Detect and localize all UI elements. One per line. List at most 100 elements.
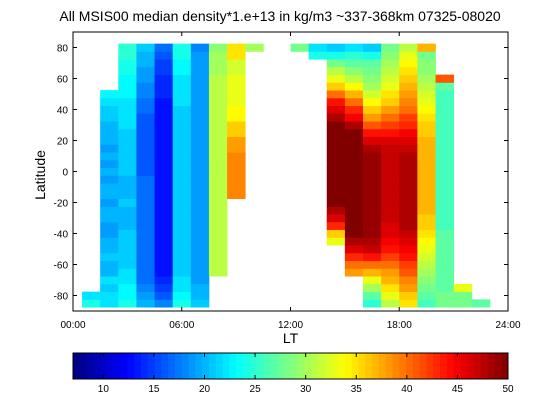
heatmap-cell [154,128,174,138]
heatmap-cell [172,90,192,99]
heatmap-cell [344,128,364,138]
heatmap-cell [363,97,382,107]
heatmap-cell [326,97,346,107]
heatmap-cell [435,97,455,107]
colorbar-segment [79,353,88,379]
heatmap-cell [227,175,246,184]
heatmap-cell [417,283,436,293]
heatmap-cell [417,82,436,91]
heatmap-cell [399,90,418,99]
heatmap-cell [344,245,364,254]
heatmap-cell [399,252,418,262]
heatmap-cell [326,175,346,184]
heatmap-cell [435,260,455,269]
heatmap-cell [190,74,210,83]
heatmap-cell [154,167,174,176]
heatmap-cell [399,159,418,169]
colorbar-segment [419,353,427,379]
heatmap-cell [344,229,364,238]
colorbar-segment [392,353,400,379]
heatmap-cell [399,237,418,246]
heatmap-cell [172,82,192,91]
heatmap-cell [227,90,246,99]
heatmap-cell [118,260,137,269]
colorbar-segment [304,353,312,379]
x-tick-label: 12:00 [278,320,303,331]
heatmap-cell [344,214,364,223]
heatmap-cell [100,299,119,308]
colorbar-segment [501,353,509,379]
heatmap-cell [118,97,137,107]
heatmap-cell [363,229,382,238]
heatmap-cell [208,82,228,91]
heatmap-cell [417,136,436,145]
heatmap-cell [381,74,400,83]
heatmap-cell [136,183,155,192]
heatmap-cell [381,299,400,308]
heatmap-cell [100,105,119,114]
heatmap-cell [381,136,400,145]
heatmap-cell [118,128,137,138]
heatmap-cell [381,198,400,207]
heatmap-cell [417,214,436,223]
colorbar-segment [263,353,271,379]
heatmap-cell [118,221,137,231]
heatmap-cell [136,97,155,107]
heatmap-cell [363,144,382,153]
colorbar-tick-label: 40 [401,384,413,395]
heatmap-cell [227,51,246,60]
heatmap-cell [208,66,228,76]
heatmap-cell [82,299,101,308]
colorbar-segment [290,353,298,379]
heatmap-cell [363,128,382,138]
heatmap-cell [417,144,436,153]
x-tick-label: 18:00 [387,320,412,331]
colorbar-segment [208,353,217,379]
heatmap-cell [381,190,400,200]
colorbar-segment [120,353,128,379]
heatmap-cell [326,66,346,76]
heatmap-cell [136,190,155,200]
heatmap-cell [118,159,137,169]
heatmap-cell [381,113,400,122]
heatmap-cell [136,167,155,176]
heatmap-cell [172,144,192,153]
x-axis-ticks: 00:00 06:00 12:00 18:00 24:00 [60,32,521,331]
heatmap-cell [381,159,400,169]
heatmap-cell [100,245,119,254]
heatmap-cell [118,252,137,262]
heatmap-cell [344,252,364,262]
heatmap-cell [344,144,364,153]
heatmap-cell [208,221,228,231]
heatmap-cell [363,59,382,68]
colorbar-segment [93,353,101,379]
heatmap-cell [399,43,418,52]
heatmap-cell [190,159,210,169]
heatmap-cell [381,260,400,269]
colorbar-segment [310,353,319,379]
heatmap-cell [208,144,228,153]
heatmap-cell [399,74,418,83]
heatmap-cell [381,59,400,68]
heatmap-cell [172,268,192,277]
heatmap-cell [417,97,436,107]
heatmap-cell [363,74,382,83]
heatmap-cell [417,268,436,277]
heatmap-cell [381,167,400,176]
heatmap-cell [399,214,418,223]
heatmap-cell [399,97,418,107]
heatmap-cell [326,43,346,52]
heatmap-cell [363,113,382,122]
heatmap-cell [118,82,137,91]
heatmap-cell [399,128,418,138]
heatmap-cell [363,214,382,223]
heatmap-cell [208,51,228,60]
heatmap-cell [154,190,174,200]
x-tick-label: 06:00 [169,320,194,331]
heatmap-cell [227,105,246,114]
heatmap-cell [208,121,228,130]
heatmap-cell [363,152,382,161]
heatmap-cell [208,206,228,215]
colorbar-segment [453,353,461,379]
